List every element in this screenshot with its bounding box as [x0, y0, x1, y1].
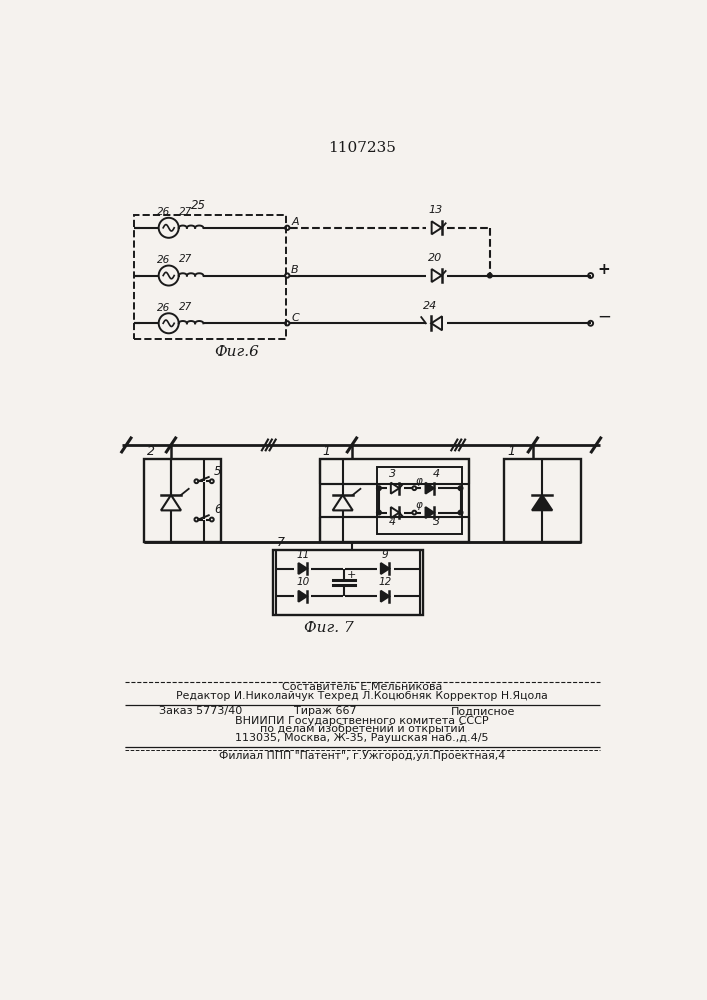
Text: 26: 26: [158, 207, 170, 217]
Bar: [320, 459, 469, 542]
Text: 6: 6: [214, 503, 221, 516]
Circle shape: [377, 510, 381, 515]
Text: φ: φ: [416, 500, 423, 510]
Text: Филиал ППП "Патент", г.Ужгород,ул.Проектная,4: Филиал ППП "Патент", г.Ужгород,ул.Проект…: [219, 751, 505, 761]
Text: 3: 3: [433, 517, 440, 527]
Bar: [144, 459, 221, 542]
Text: 7: 7: [276, 536, 284, 549]
Text: 27: 27: [179, 254, 192, 264]
Text: Фиг. 7: Фиг. 7: [304, 621, 354, 635]
Polygon shape: [298, 563, 307, 574]
Text: A: A: [291, 217, 299, 227]
Polygon shape: [381, 563, 390, 574]
Text: +: +: [597, 262, 610, 277]
Text: 1107235: 1107235: [328, 141, 396, 155]
Text: 20: 20: [428, 253, 442, 263]
Text: 25: 25: [191, 199, 206, 212]
Text: Заказ 5773/40: Заказ 5773/40: [160, 706, 243, 716]
Text: 11: 11: [296, 550, 309, 560]
Text: по делам изобретений и открытий: по делам изобретений и открытий: [259, 724, 464, 734]
Bar: [378, 466, 462, 534]
Text: 27: 27: [179, 302, 192, 312]
Text: Подписное: Подписное: [450, 706, 515, 716]
Text: 26: 26: [158, 303, 170, 313]
Text: −: −: [347, 579, 358, 592]
Polygon shape: [426, 507, 434, 518]
Text: 2: 2: [147, 445, 155, 458]
Bar: [504, 459, 580, 542]
Text: 27: 27: [179, 207, 192, 217]
Text: Редактор И.Николайчук Техред Л.Коцюбняк Корректор Н.Яцола: Редактор И.Николайчук Техред Л.Коцюбняк …: [176, 691, 548, 701]
Bar: [274, 550, 423, 615]
Text: 10: 10: [296, 577, 309, 587]
Text: 12: 12: [378, 577, 392, 587]
Text: 4: 4: [433, 469, 440, 479]
Text: +: +: [347, 570, 356, 580]
Text: 1: 1: [322, 445, 331, 458]
Text: 113035, Москва, Ж-35, Раушская наб.,д.4/5: 113035, Москва, Ж-35, Раушская наб.,д.4/…: [235, 733, 489, 743]
Text: 4: 4: [389, 517, 396, 527]
Circle shape: [458, 486, 463, 490]
Text: B: B: [291, 265, 299, 275]
Text: 24: 24: [423, 301, 438, 311]
Text: −: −: [597, 308, 612, 326]
Text: 3: 3: [389, 469, 396, 479]
Text: 5: 5: [214, 465, 221, 478]
Text: Составитель Е.Мельникова: Составитель Е.Мельникова: [282, 682, 442, 692]
Polygon shape: [298, 591, 307, 602]
Circle shape: [458, 510, 463, 515]
Text: C: C: [291, 313, 299, 323]
Polygon shape: [426, 483, 434, 494]
Circle shape: [377, 486, 381, 490]
Text: Тираж 667: Тираж 667: [293, 706, 356, 716]
Polygon shape: [381, 591, 390, 602]
Text: 9: 9: [382, 550, 388, 560]
Polygon shape: [532, 495, 552, 510]
Circle shape: [487, 273, 492, 278]
Text: 1: 1: [508, 445, 515, 458]
Text: 13: 13: [428, 205, 442, 215]
Bar: [134, 215, 286, 339]
Text: ВНИИПИ Государственного комитета СССР: ВНИИПИ Государственного комитета СССР: [235, 716, 489, 726]
Text: φ: φ: [416, 476, 423, 486]
Text: 26: 26: [158, 255, 170, 265]
Text: Фиг.6: Фиг.6: [214, 345, 259, 359]
